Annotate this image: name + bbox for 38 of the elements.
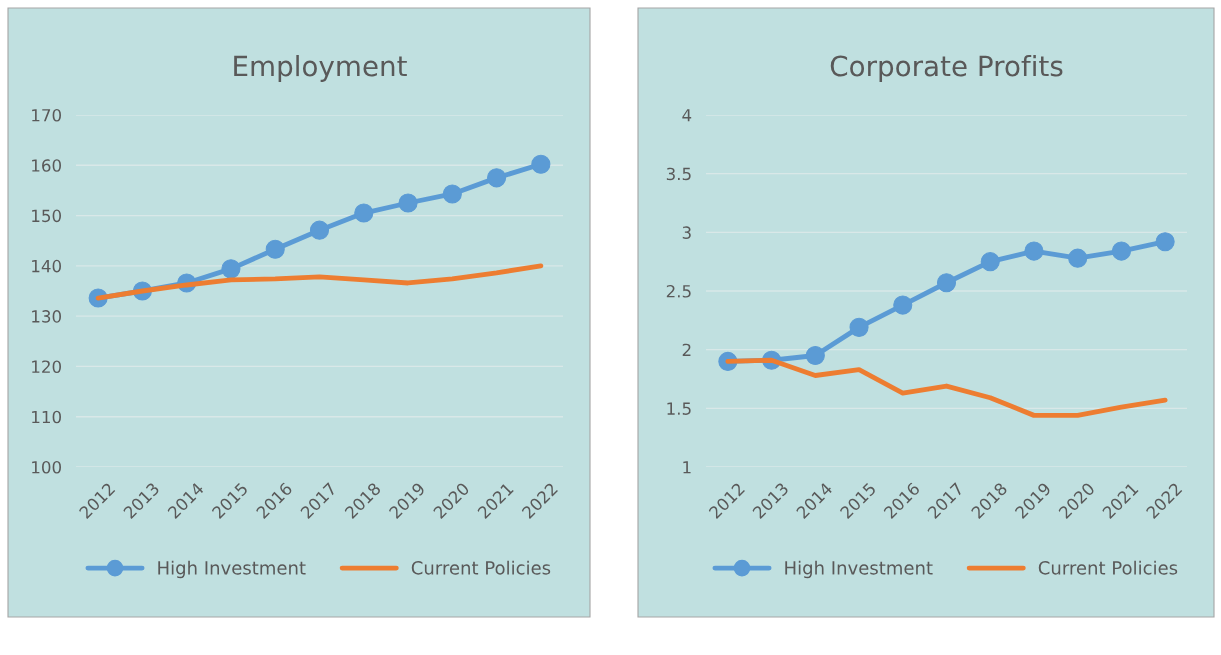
y-tick-label: 1 [683, 461, 691, 474]
legend-label: High Investment [785, 560, 933, 579]
point [442, 184, 462, 204]
point [487, 168, 507, 188]
point [309, 220, 330, 240]
y-tick-label: 100 [32, 460, 61, 474]
y-tick-label: 140 [32, 259, 61, 273]
y-tick-label: 1.5 [667, 402, 691, 415]
y-tick-label: 3.5 [666, 167, 691, 181]
point [1024, 241, 1044, 261]
y-tick-label: 130 [32, 310, 61, 323]
y-tick-label: 160 [32, 159, 61, 172]
y-tick-label: 150 [32, 209, 61, 223]
y-tick-label: 170 [32, 108, 61, 122]
point [805, 345, 825, 366]
point [1068, 248, 1088, 268]
point [354, 203, 374, 223]
legend-label: High Investment [158, 560, 306, 579]
chart-title: Corporate Profits [830, 55, 1063, 82]
legend-label: Current Policies [1038, 560, 1178, 575]
point [221, 259, 241, 279]
point [265, 239, 285, 259]
point [1111, 241, 1131, 261]
y-tick-label: 2 [682, 343, 691, 356]
point [980, 252, 1000, 272]
point [398, 193, 418, 213]
legend-label: Current Policies [411, 560, 551, 575]
chart-title: Employment [234, 55, 407, 82]
point [893, 295, 913, 315]
point [1155, 232, 1175, 252]
y-tick-label: 120 [32, 360, 61, 373]
point [849, 317, 869, 337]
y-tick-label: 110 [32, 410, 61, 424]
y-tick-label: 4 [682, 109, 692, 122]
y-tick-label: 3 [682, 226, 691, 239]
point [531, 154, 551, 174]
y-tick-label: 2.5 [666, 284, 691, 298]
point [936, 273, 957, 293]
